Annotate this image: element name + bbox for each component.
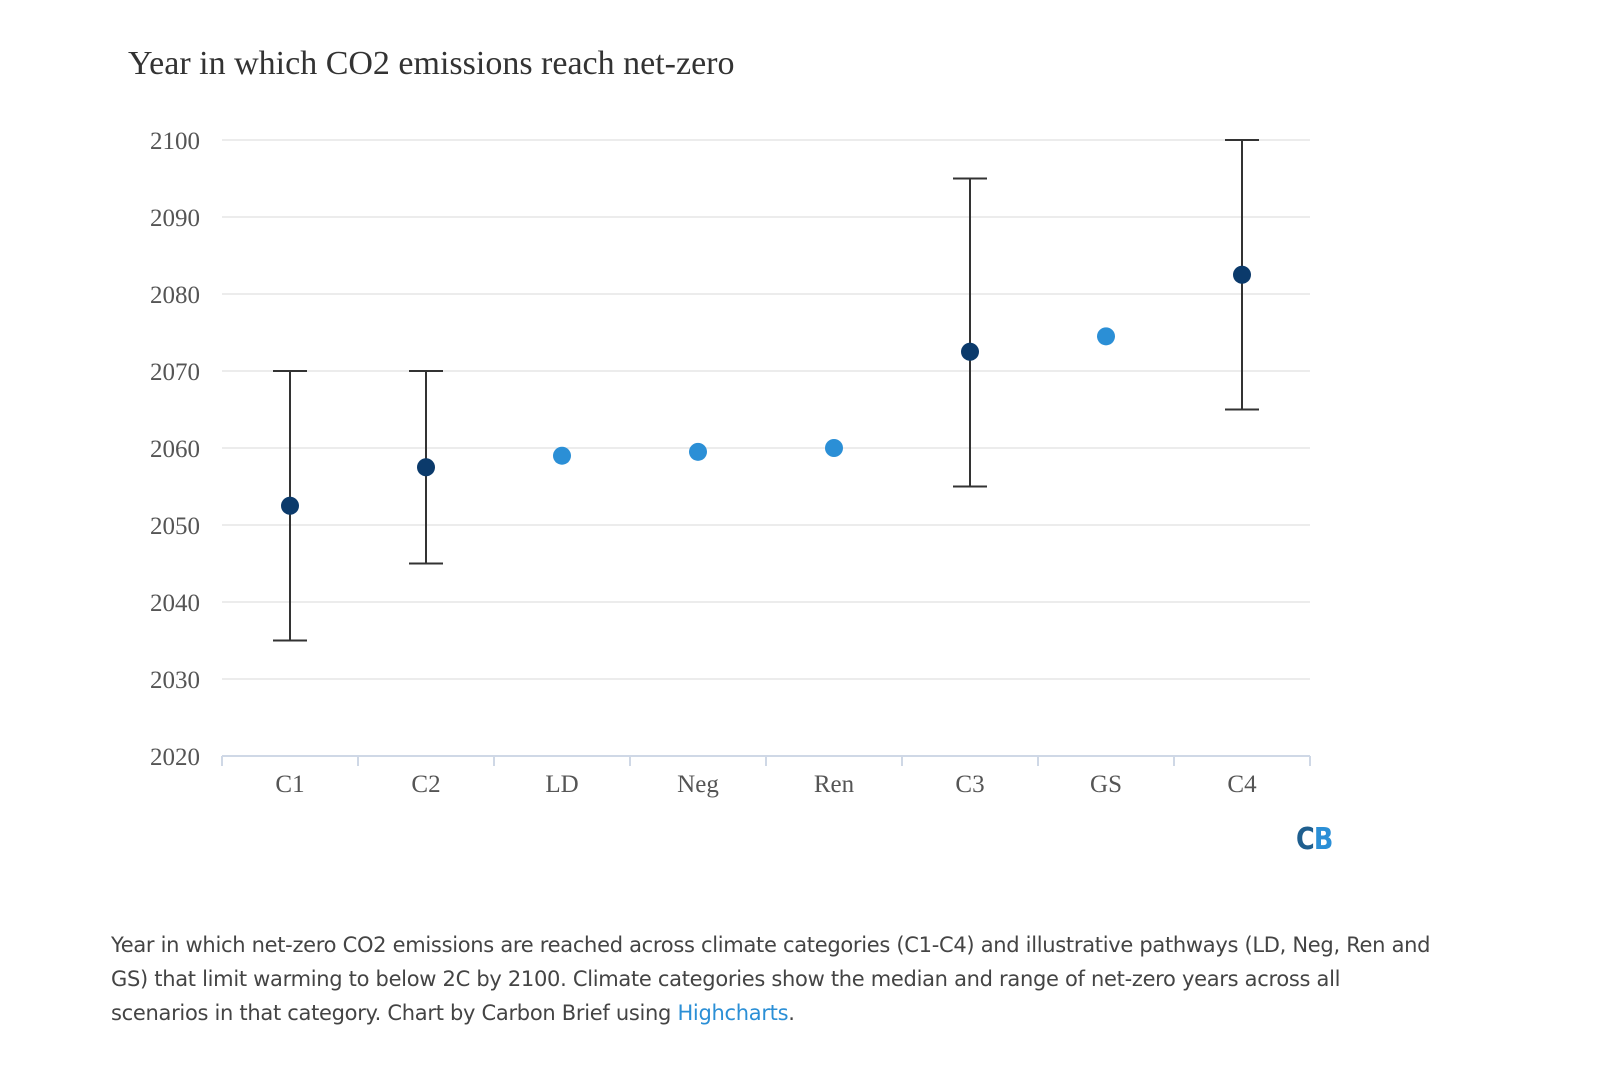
logo-letter-c: C	[1296, 822, 1315, 857]
y-tick-label-2020: 2020	[150, 744, 200, 771]
data-point-ren	[825, 439, 843, 457]
x-tick-label-c1: C1	[275, 771, 304, 798]
chart-caption: Year in which net-zero CO2 emissions are…	[111, 928, 1441, 1030]
y-tick-label-2060: 2060	[150, 436, 200, 463]
data-point-c2	[417, 458, 435, 477]
error-bars	[273, 139, 1259, 642]
data-point-gs	[1097, 327, 1115, 346]
data-point-c1	[281, 496, 299, 515]
data-point-c4	[1233, 265, 1251, 284]
data-points	[281, 265, 1251, 515]
chart-title: Year in which CO2 emissions reach net-ze…	[128, 45, 735, 82]
x-tick-label-gs: GS	[1090, 771, 1122, 798]
x-tick-label-neg: Neg	[677, 771, 719, 798]
caption-period: .	[788, 1001, 795, 1025]
y-tick-label-2050: 2050	[150, 513, 200, 540]
y-tick-label-2090: 2090	[150, 205, 200, 232]
y-axis-ticks: 2020 2030 2040 2050 2060 2070 2080 2090 2100	[150, 128, 200, 771]
caption-text: Year in which net-zero CO2 emissions are…	[111, 933, 1431, 1025]
carbon-brief-logo: CB	[1296, 822, 1333, 857]
y-tick-label-2100: 2100	[150, 128, 200, 155]
x-tick-label-ld: LD	[545, 771, 578, 798]
x-tick-label-c2: C2	[411, 771, 440, 798]
data-point-neg	[689, 442, 707, 461]
y-tick-label-2080: 2080	[150, 282, 200, 309]
data-point-ld	[553, 446, 571, 465]
highcharts-link[interactable]: Highcharts	[677, 1001, 789, 1025]
logo-letter-b: B	[1313, 822, 1333, 857]
y-tick-label-2070: 2070	[150, 359, 200, 386]
y-tick-label-2030: 2030	[150, 667, 200, 694]
net-zero-chart: Year in which CO2 emissions reach net-ze…	[128, 45, 1311, 798]
x-axis-ticks: C1 C2 LD Neg Ren C3 GS C4	[275, 771, 1257, 798]
data-point-c3	[961, 342, 979, 361]
x-tick-label-ren: Ren	[814, 771, 855, 798]
y-tick-label-2040: 2040	[150, 590, 200, 617]
x-tick-label-c3: C3	[955, 771, 984, 798]
gridlines	[222, 139, 1310, 680]
x-tick-label-c4: C4	[1227, 771, 1257, 798]
x-axis	[221, 755, 1311, 766]
